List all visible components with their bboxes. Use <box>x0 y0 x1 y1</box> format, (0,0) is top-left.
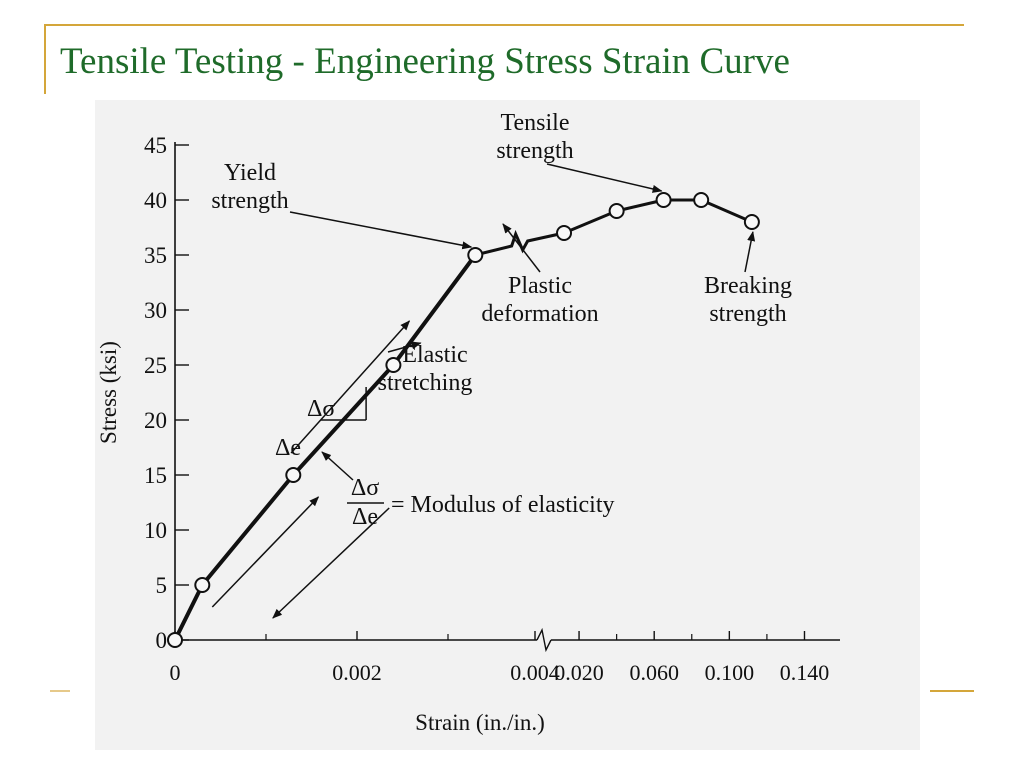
x-axis-break <box>536 627 552 653</box>
data-point <box>655 192 672 208</box>
bottom-left-rule <box>50 690 70 692</box>
data-point <box>467 247 484 263</box>
data-point <box>743 214 760 230</box>
delta-e-label: Δe <box>275 435 301 461</box>
modulus-arrow <box>321 451 354 481</box>
y-tick-label: 40 <box>144 188 167 213</box>
load-arrow-upper <box>290 320 411 454</box>
breaking-label-line1: Breaking <box>704 273 792 299</box>
breaking-arrow <box>744 231 756 273</box>
figure-panel: 0 5 10 15 20 25 30 35 40 45 0 0.002 0.004 0.020 0.060 0… <box>95 100 920 750</box>
x-tick-label: 0.140 <box>780 660 830 685</box>
data-point <box>285 467 302 483</box>
plastic-label-line2: deformation <box>481 301 598 327</box>
plastic-arrow <box>502 223 541 273</box>
data-point <box>194 577 211 593</box>
y-tick-label: 0 <box>156 628 168 653</box>
y-tick-label: 15 <box>144 463 167 488</box>
elastic-curve <box>173 253 477 641</box>
x-tick-label: 0 <box>170 660 181 685</box>
x-tick-label: 0.020 <box>554 660 604 685</box>
left-rule <box>44 24 46 94</box>
tensile-arrow <box>546 163 663 193</box>
yield-label-line2: strength <box>211 188 288 214</box>
x-tick-label: 0.100 <box>705 660 755 685</box>
load-arrow-lower <box>211 496 320 608</box>
yield-arrow <box>289 211 473 250</box>
data-point <box>693 192 710 208</box>
y-tick-label: 35 <box>144 243 167 268</box>
delta-sigma-label: Δσ <box>307 396 335 422</box>
modulus-numerator: Δσ <box>351 475 379 501</box>
bottom-rule <box>930 690 974 692</box>
x-tick-label: 0.004 <box>510 660 560 685</box>
y-tick-label: 5 <box>156 573 168 598</box>
y-tick-label: 45 <box>144 133 167 158</box>
y-tick-label: 10 <box>144 518 167 543</box>
y-tick-label: 25 <box>144 353 167 378</box>
modulus-label: = Modulus of elasticity <box>391 492 615 518</box>
breaking-label-line2: strength <box>709 301 786 327</box>
slide-title: Tensile Testing - Engineering Stress Str… <box>60 41 790 82</box>
y-tick-label: 20 <box>144 408 167 433</box>
data-point <box>556 225 573 241</box>
y-axis-label: Stress (ksi) <box>96 341 121 444</box>
tensile-label-line2: strength <box>496 138 573 164</box>
elastic-arrow <box>387 341 422 353</box>
unload-arrow <box>272 507 390 619</box>
top-rule <box>44 24 964 26</box>
modulus-denominator: Δe <box>352 504 378 530</box>
curve-break <box>474 229 565 257</box>
plastic-label-line1: Plastic <box>508 273 572 299</box>
x-axis-label: Strain (in./in.) <box>415 710 545 735</box>
yield-label-line1: Yield <box>224 160 276 186</box>
x-tick-label: 0.002 <box>332 660 382 685</box>
data-point <box>167 632 183 648</box>
elastic-label-line2: stretching <box>378 370 473 396</box>
y-tick-label: 30 <box>144 298 167 323</box>
data-point <box>608 203 625 219</box>
tensile-label-line1: Tensile <box>501 110 570 136</box>
x-tick-label: 0.060 <box>629 660 679 685</box>
data-point <box>385 357 402 373</box>
